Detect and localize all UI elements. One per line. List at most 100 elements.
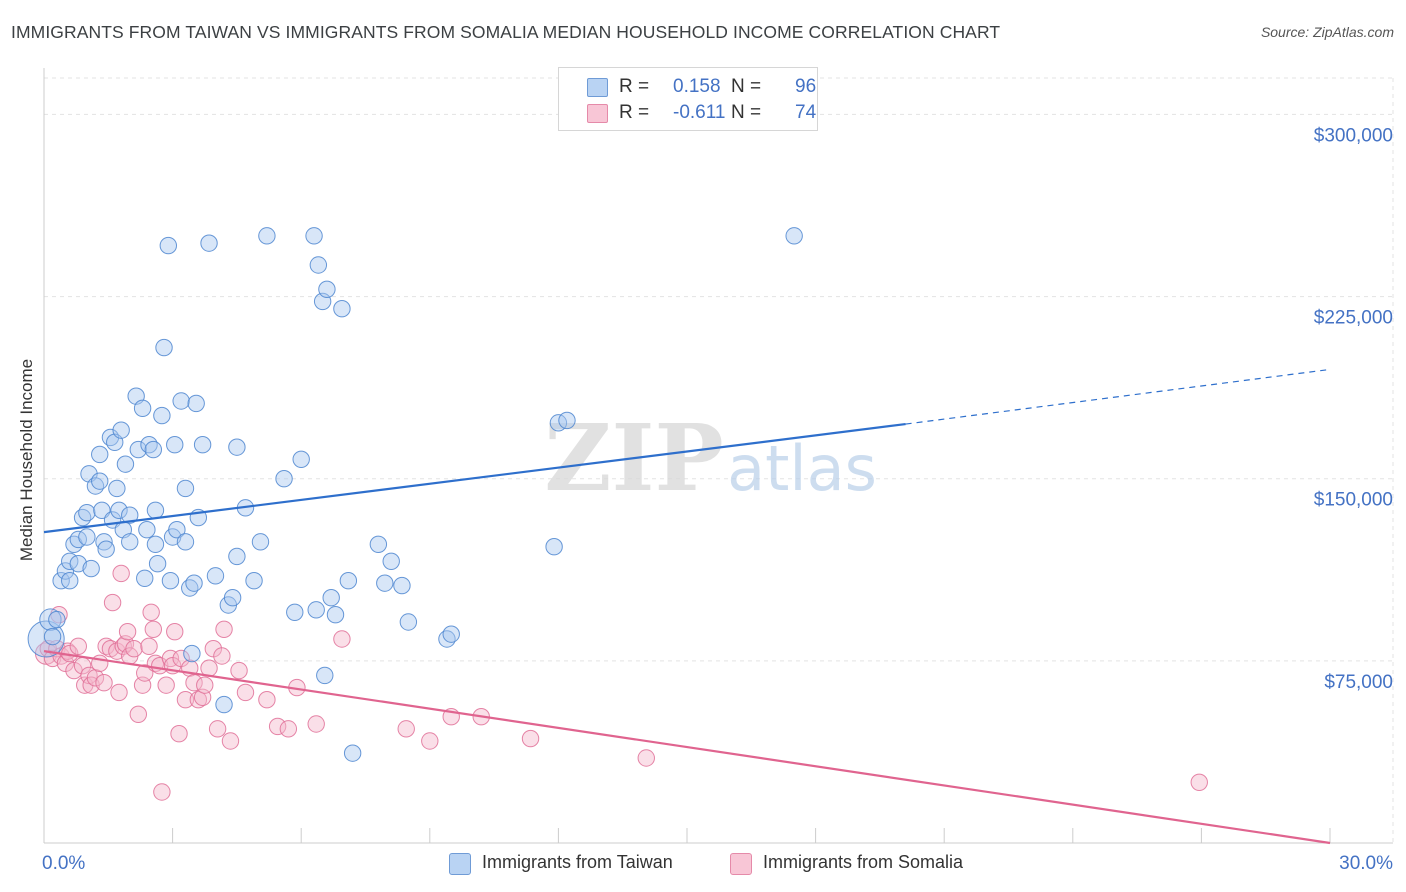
taiwan-point — [326, 606, 345, 624]
somalia-point — [230, 661, 248, 680]
legend-r-label: R = — [619, 76, 650, 97]
taiwan-point — [91, 445, 109, 464]
taiwan-point — [146, 501, 165, 519]
somalia-point — [208, 720, 227, 738]
somalia-point — [1190, 773, 1208, 791]
taiwan-point — [155, 338, 173, 357]
somalia-point — [129, 705, 148, 723]
somalia-point — [142, 603, 160, 621]
taiwan-point — [78, 504, 96, 522]
taiwan-point — [322, 589, 340, 607]
taiwan-point — [185, 574, 203, 592]
somalia-point — [153, 783, 171, 801]
tick-labels: $75,000 $150,000 $225,000 $300,000 0.0% 30.0% — [42, 125, 1393, 874]
taiwan-point — [275, 470, 293, 488]
somalia-point — [176, 691, 195, 709]
somalia-point — [140, 637, 158, 655]
taiwan-point — [393, 576, 411, 595]
taiwan-point — [112, 421, 130, 439]
somalia-point — [333, 630, 351, 648]
somalia-point — [86, 669, 105, 687]
y-tick-label: $300,000 — [1314, 125, 1393, 146]
somalia-point — [279, 720, 298, 738]
somalia-point — [118, 623, 137, 641]
taiwan-point — [97, 540, 115, 558]
taiwan-point — [110, 501, 128, 519]
somalia-point — [397, 720, 415, 738]
taiwan-point — [108, 479, 126, 498]
taiwan-point — [333, 300, 351, 318]
taiwan-point — [307, 601, 325, 619]
taiwan-point — [146, 535, 165, 553]
somalia-point — [69, 637, 87, 655]
somalia-point — [221, 732, 240, 750]
taiwan-point — [27, 620, 65, 658]
taiwan-point — [187, 394, 205, 413]
taiwan-point — [176, 479, 195, 498]
taiwan-point — [200, 234, 218, 252]
x-tick-label: 30.0% — [1339, 853, 1393, 874]
taiwan-point — [223, 589, 242, 607]
watermark: ZIP atlas — [544, 404, 877, 512]
somalia-point — [213, 647, 231, 665]
somalia-point — [258, 691, 276, 709]
somalia-point — [172, 649, 190, 668]
somalia-point — [103, 593, 122, 612]
taiwan-point — [305, 227, 323, 245]
somalia-point — [307, 715, 325, 733]
somalia-point — [196, 676, 214, 694]
trend-lines — [43, 368, 1331, 845]
taiwan-point — [442, 625, 460, 643]
somalia-point — [166, 623, 184, 641]
somalia-point — [637, 749, 655, 767]
somalia-point — [521, 729, 540, 748]
y-tick-label: $75,000 — [1324, 672, 1393, 693]
taiwan-point — [258, 227, 276, 245]
somalia-point — [170, 725, 188, 743]
taiwan-trend-line — [43, 422, 906, 534]
legend-n-label: N = — [731, 102, 762, 123]
taiwan-point — [376, 574, 394, 592]
somalia-point — [157, 676, 175, 694]
bottom-legend-swatch-somalia — [730, 853, 752, 875]
taiwan-point — [316, 666, 334, 685]
bottom-legend-label-taiwan: Immigrants from Taiwan — [482, 852, 673, 872]
legend-n-value: 74 — [795, 102, 817, 123]
somalia-point — [215, 620, 233, 638]
taiwan-point — [78, 528, 96, 546]
taiwan-point — [95, 533, 113, 551]
taiwan-point — [116, 455, 135, 473]
y-tick-label: $225,000 — [1314, 308, 1393, 329]
taiwan-point — [129, 440, 148, 459]
taiwan-point — [292, 450, 310, 468]
taiwan-point — [48, 610, 66, 629]
bottom-legend-swatch-taiwan — [449, 853, 471, 875]
taiwan-point — [228, 547, 246, 566]
taiwan-point — [399, 613, 418, 631]
taiwan-point — [82, 559, 100, 578]
somalia-point — [112, 564, 130, 583]
taiwan-point — [161, 572, 180, 590]
taiwan-point — [228, 438, 246, 456]
x-tick-label: 0.0% — [42, 853, 85, 874]
taiwan-point — [176, 533, 195, 551]
bottom-legend-label-somalia: Immigrants from Somalia — [763, 852, 964, 872]
taiwan-point — [172, 392, 190, 410]
taiwan-point — [193, 436, 212, 454]
taiwan-point — [133, 399, 152, 417]
taiwan-point — [343, 744, 362, 762]
taiwan-point — [245, 572, 263, 590]
taiwan-point — [121, 506, 139, 524]
taiwan-points — [27, 227, 803, 762]
correlation-legend: R = 0.158 N = 96 R = -0.611 N = 74 — [558, 67, 818, 131]
legend-swatch-somalia — [587, 104, 608, 123]
taiwan-point — [558, 411, 576, 430]
somalia-point — [144, 620, 163, 638]
chart-title: IMMIGRANTS FROM TAIWAN VS IMMIGRANTS FRO… — [11, 22, 1001, 42]
taiwan-point — [159, 236, 178, 255]
taiwan-point — [183, 644, 201, 663]
legend-swatch-taiwan — [587, 78, 608, 97]
taiwan-point — [318, 280, 336, 298]
somalia-point — [114, 637, 133, 655]
